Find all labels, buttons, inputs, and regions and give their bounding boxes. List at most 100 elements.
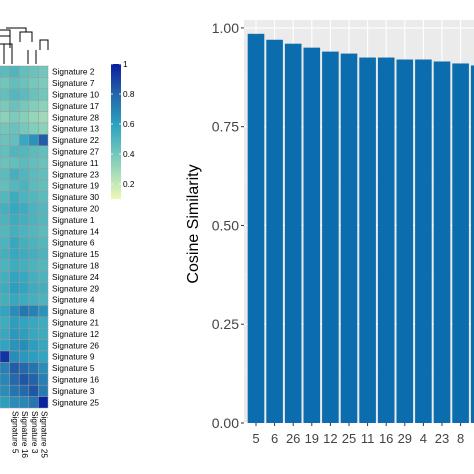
heatmap-row-label: Signature 20 xyxy=(52,204,99,214)
heatmap-cell xyxy=(0,65,10,78)
heatmap-cell xyxy=(0,191,10,204)
heatmap-cell xyxy=(0,396,10,409)
heatmap-cell xyxy=(0,145,10,158)
heatmap-cell xyxy=(0,236,10,249)
heatmap-cell xyxy=(28,168,39,181)
x-axis-ticks: 562619122511162942383 xyxy=(252,423,464,446)
heatmap-cell xyxy=(38,327,49,340)
heatmap-cell xyxy=(38,316,49,329)
heatmap-column-labels: Signature 5 Signature 16 Signature 3 Signat… xyxy=(11,411,50,458)
bar xyxy=(247,33,265,423)
colorbar-tick-label: 1 xyxy=(123,59,128,69)
heatmap-cell xyxy=(9,236,20,249)
heatmap-column-label: Signature 5 xyxy=(11,411,21,454)
heatmap-cell xyxy=(9,282,20,295)
heatmap-cell xyxy=(18,111,30,124)
heatmap-cell xyxy=(28,305,39,318)
heatmap-cell xyxy=(38,145,49,158)
heatmap-cell xyxy=(38,179,49,192)
heatmap-cell xyxy=(18,225,30,238)
heatmap-cell xyxy=(38,373,49,386)
x-tick-label: 25 xyxy=(342,431,356,446)
bar xyxy=(266,39,283,423)
heatmap-row-label: Signature 18 xyxy=(52,261,99,271)
heatmap-cell xyxy=(28,270,39,283)
heatmap-cell xyxy=(0,339,10,352)
heatmap-cell xyxy=(0,134,10,147)
heatmap-row-label: Signature 2 xyxy=(52,67,95,77)
column-dendrogram xyxy=(0,27,49,64)
heatmap-row-label: Signature 10 xyxy=(52,90,99,100)
heatmap-cell xyxy=(28,316,39,329)
heatmap-cell xyxy=(28,225,39,238)
heatmap-row-label: Signature 28 xyxy=(52,112,99,122)
heatmap-cell xyxy=(9,248,20,261)
heatmap-cell xyxy=(0,88,10,101)
heatmap-cell xyxy=(38,362,49,375)
bar xyxy=(377,57,395,424)
heatmap-cell xyxy=(9,270,20,283)
heatmap-cell xyxy=(28,213,39,226)
heatmap-cell xyxy=(9,213,20,226)
heatmap-cell xyxy=(9,225,20,238)
heatmap-row-label: Signature 8 xyxy=(52,306,95,316)
heatmap-cell xyxy=(18,134,30,147)
heatmap-row-label: Signature 11 xyxy=(52,158,99,168)
bar xyxy=(396,59,414,424)
heatmap-cell xyxy=(18,327,30,340)
heatmap-cell xyxy=(28,350,39,363)
heatmap-cell xyxy=(28,362,39,375)
heatmap-cell xyxy=(28,282,39,295)
heatmap-cell xyxy=(38,65,49,78)
heatmap-row-label: Signature 26 xyxy=(52,340,99,350)
heatmap-row-label: Signature 9 xyxy=(52,352,95,362)
colorbar-ticks: 1 0.8 0.6 0.4 0.2 xyxy=(111,59,135,189)
heatmap-cell xyxy=(28,99,39,112)
heatmap-cell xyxy=(18,122,30,135)
heatmap-cell xyxy=(28,384,39,397)
heatmap-cell xyxy=(18,202,30,215)
heatmap-cell xyxy=(28,202,39,215)
heatmap-cell xyxy=(0,293,10,306)
colorbar-gradient xyxy=(111,64,121,199)
heatmap-cell xyxy=(18,179,30,192)
y-axis-title: Cosine Similarity xyxy=(185,164,202,283)
heatmap-row-label: Signature 6 xyxy=(52,238,95,248)
heatmap-cell xyxy=(0,225,10,238)
heatmap-cell xyxy=(18,350,30,363)
heatmap-row-label: Signature 16 xyxy=(52,375,99,385)
y-axis-ticks: 1.00 0.75 0.50 0.25 0.00 xyxy=(212,20,244,431)
heatmap-cell xyxy=(38,225,49,238)
heatmap-cell xyxy=(18,316,30,329)
x-tick-label: 26 xyxy=(286,431,300,446)
heatmap-cell xyxy=(9,373,20,386)
heatmap-cell xyxy=(9,179,20,192)
heatmap-cell xyxy=(0,248,10,261)
bar xyxy=(284,43,302,424)
heatmap-cell xyxy=(28,236,39,249)
heatmap-cell xyxy=(28,77,39,90)
bar xyxy=(433,61,451,424)
heatmap-cell xyxy=(18,259,30,272)
heatmap-cell xyxy=(28,179,39,192)
bar xyxy=(470,65,474,423)
x-tick-label: 5 xyxy=(252,431,259,446)
heatmap-cell xyxy=(0,373,10,386)
heatmap-cell xyxy=(28,156,39,169)
heatmap-cell xyxy=(9,111,20,124)
heatmap-cell xyxy=(9,156,20,169)
heatmap-cell xyxy=(18,373,30,386)
heatmap-cell xyxy=(28,396,39,409)
heatmap-cell xyxy=(28,111,39,124)
heatmap-cell xyxy=(38,350,49,363)
heatmap-cell xyxy=(0,270,10,283)
heatmap-cell xyxy=(18,145,30,158)
heatmap-cell xyxy=(18,156,30,169)
heatmap-cell xyxy=(28,327,39,340)
heatmap-cell xyxy=(38,191,49,204)
colorbar-tick-label: 0.4 xyxy=(123,149,135,159)
x-tick-label: 19 xyxy=(305,431,319,446)
heatmap-cell xyxy=(38,236,49,249)
heatmap-cell xyxy=(18,213,30,226)
x-tick-label: 29 xyxy=(398,431,412,446)
